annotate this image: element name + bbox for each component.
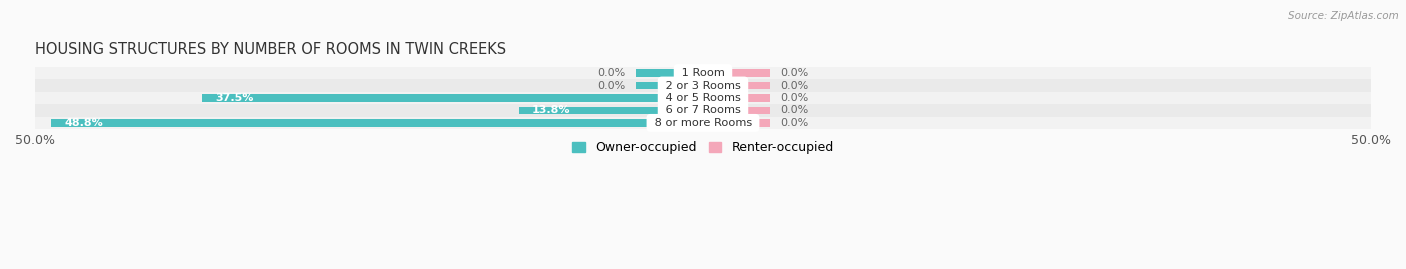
Bar — [636, 82, 703, 89]
Text: 48.8%: 48.8% — [65, 118, 103, 128]
Bar — [636, 69, 703, 77]
Bar — [703, 69, 770, 77]
Text: 0.0%: 0.0% — [780, 80, 808, 91]
Bar — [35, 117, 1371, 129]
Text: HOUSING STRUCTURES BY NUMBER OF ROOMS IN TWIN CREEKS: HOUSING STRUCTURES BY NUMBER OF ROOMS IN… — [35, 42, 506, 57]
Text: 8 or more Rooms: 8 or more Rooms — [651, 118, 755, 128]
Text: 0.0%: 0.0% — [780, 118, 808, 128]
Text: 4 or 5 Rooms: 4 or 5 Rooms — [662, 93, 744, 103]
Bar — [703, 82, 770, 89]
Legend: Owner-occupied, Renter-occupied: Owner-occupied, Renter-occupied — [568, 136, 838, 159]
Text: 0.0%: 0.0% — [780, 68, 808, 78]
Text: 0.0%: 0.0% — [598, 80, 626, 91]
Bar — [51, 119, 703, 127]
Bar — [202, 94, 703, 102]
Bar — [35, 79, 1371, 92]
Text: 0.0%: 0.0% — [598, 68, 626, 78]
Bar — [703, 119, 770, 127]
Bar — [35, 67, 1371, 79]
Text: 1 Room: 1 Room — [678, 68, 728, 78]
Text: 0.0%: 0.0% — [780, 93, 808, 103]
Text: 0.0%: 0.0% — [780, 105, 808, 115]
Bar — [703, 107, 770, 114]
Text: 6 or 7 Rooms: 6 or 7 Rooms — [662, 105, 744, 115]
Bar — [35, 92, 1371, 104]
Text: 13.8%: 13.8% — [531, 105, 571, 115]
Bar — [519, 107, 703, 114]
Text: 37.5%: 37.5% — [215, 93, 253, 103]
Text: 2 or 3 Rooms: 2 or 3 Rooms — [662, 80, 744, 91]
Bar — [703, 94, 770, 102]
Bar — [35, 104, 1371, 117]
Text: Source: ZipAtlas.com: Source: ZipAtlas.com — [1288, 11, 1399, 21]
